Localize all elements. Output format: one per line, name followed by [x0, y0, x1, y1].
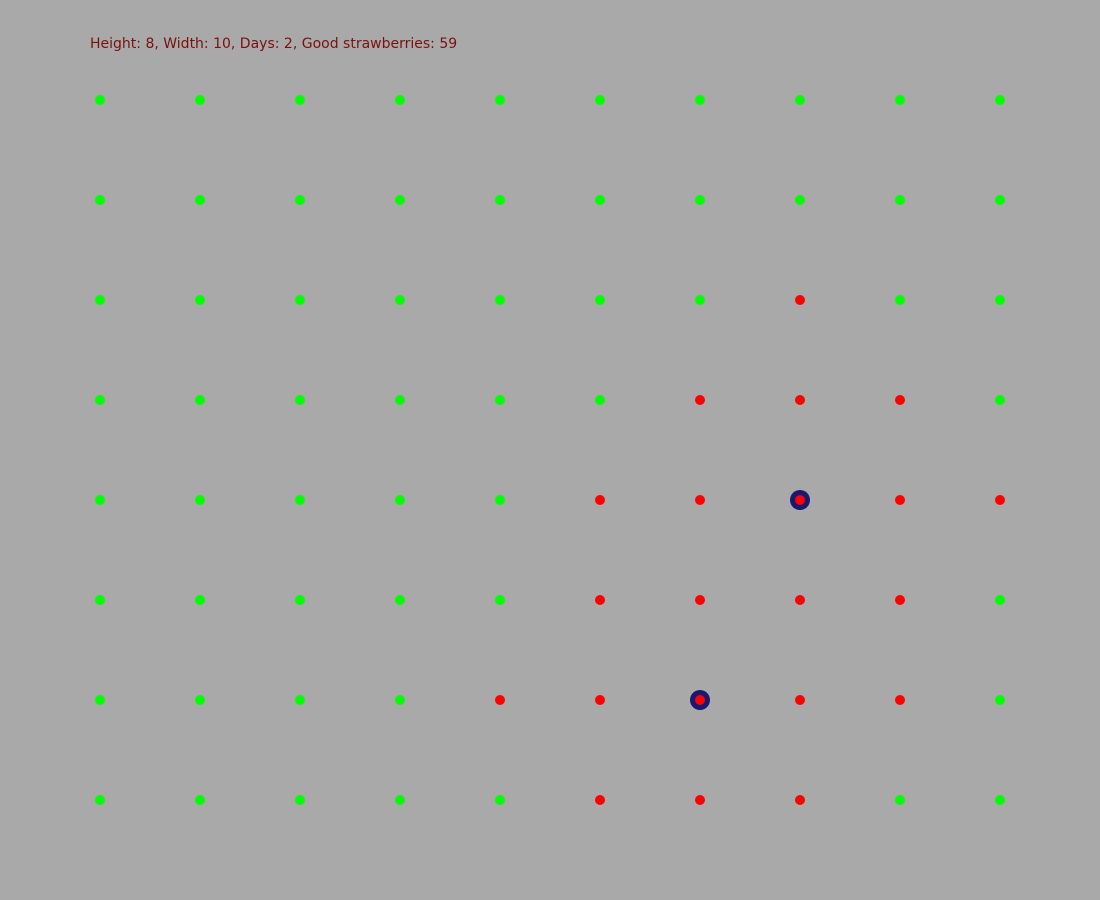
good-strawberry	[95, 295, 105, 305]
rotten-strawberry	[895, 395, 905, 405]
good-strawberry	[95, 95, 105, 105]
good-strawberry	[495, 95, 505, 105]
good-strawberry	[295, 795, 305, 805]
good-strawberry	[995, 195, 1005, 205]
good-strawberry	[895, 295, 905, 305]
good-strawberry	[795, 195, 805, 205]
good-strawberry	[95, 695, 105, 705]
status-text: Height: 8, Width: 10, Days: 2, Good stra…	[90, 36, 458, 52]
rotten-strawberry	[695, 495, 705, 505]
good-strawberry	[995, 395, 1005, 405]
good-strawberry	[295, 495, 305, 505]
rotten-strawberry	[795, 795, 805, 805]
good-strawberry	[695, 195, 705, 205]
good-strawberry	[395, 395, 405, 405]
good-strawberry	[595, 295, 605, 305]
rotten-strawberry	[795, 595, 805, 605]
rotten-strawberry	[695, 795, 705, 805]
good-strawberry	[295, 195, 305, 205]
rotten-strawberry	[795, 695, 805, 705]
rotten-strawberry	[695, 695, 705, 705]
good-strawberry	[395, 295, 405, 305]
good-strawberry	[595, 195, 605, 205]
good-strawberry	[495, 395, 505, 405]
good-strawberry	[495, 195, 505, 205]
good-strawberry	[295, 695, 305, 705]
rotten-strawberry	[695, 395, 705, 405]
good-strawberry	[695, 295, 705, 305]
rotten-strawberry	[895, 595, 905, 605]
rotten-strawberry	[595, 495, 605, 505]
good-strawberry	[195, 495, 205, 505]
good-strawberry	[395, 595, 405, 605]
good-strawberry	[695, 95, 705, 105]
good-strawberry	[295, 295, 305, 305]
rotten-strawberry	[595, 595, 605, 605]
rotten-strawberry	[495, 695, 505, 705]
good-strawberry	[995, 95, 1005, 105]
good-strawberry	[95, 395, 105, 405]
rotten-strawberry	[595, 795, 605, 805]
good-strawberry	[995, 295, 1005, 305]
good-strawberry	[395, 695, 405, 705]
rotten-strawberry	[595, 695, 605, 705]
good-strawberry	[895, 95, 905, 105]
good-strawberry	[495, 495, 505, 505]
good-strawberry	[995, 695, 1005, 705]
good-strawberry	[795, 95, 805, 105]
good-strawberry	[495, 295, 505, 305]
rotten-strawberry	[895, 695, 905, 705]
good-strawberry	[295, 95, 305, 105]
rotten-strawberry	[795, 395, 805, 405]
good-strawberry	[195, 195, 205, 205]
good-strawberry	[495, 595, 505, 605]
rotten-strawberry	[995, 495, 1005, 505]
good-strawberry	[95, 495, 105, 505]
good-strawberry	[195, 295, 205, 305]
good-strawberry	[895, 195, 905, 205]
good-strawberry	[995, 595, 1005, 605]
rotten-strawberry	[695, 595, 705, 605]
good-strawberry	[395, 495, 405, 505]
good-strawberry	[395, 795, 405, 805]
good-strawberry	[395, 195, 405, 205]
good-strawberry	[595, 95, 605, 105]
good-strawberry	[595, 395, 605, 405]
good-strawberry	[895, 795, 905, 805]
good-strawberry	[195, 795, 205, 805]
good-strawberry	[195, 695, 205, 705]
rotten-strawberry	[795, 295, 805, 305]
good-strawberry	[395, 95, 405, 105]
good-strawberry	[995, 795, 1005, 805]
good-strawberry	[95, 595, 105, 605]
good-strawberry	[195, 595, 205, 605]
good-strawberry	[295, 395, 305, 405]
good-strawberry	[95, 195, 105, 205]
rotten-strawberry	[895, 495, 905, 505]
good-strawberry	[295, 595, 305, 605]
rotten-strawberry	[795, 495, 805, 505]
good-strawberry	[95, 795, 105, 805]
good-strawberry	[495, 795, 505, 805]
good-strawberry	[195, 95, 205, 105]
good-strawberry	[195, 395, 205, 405]
